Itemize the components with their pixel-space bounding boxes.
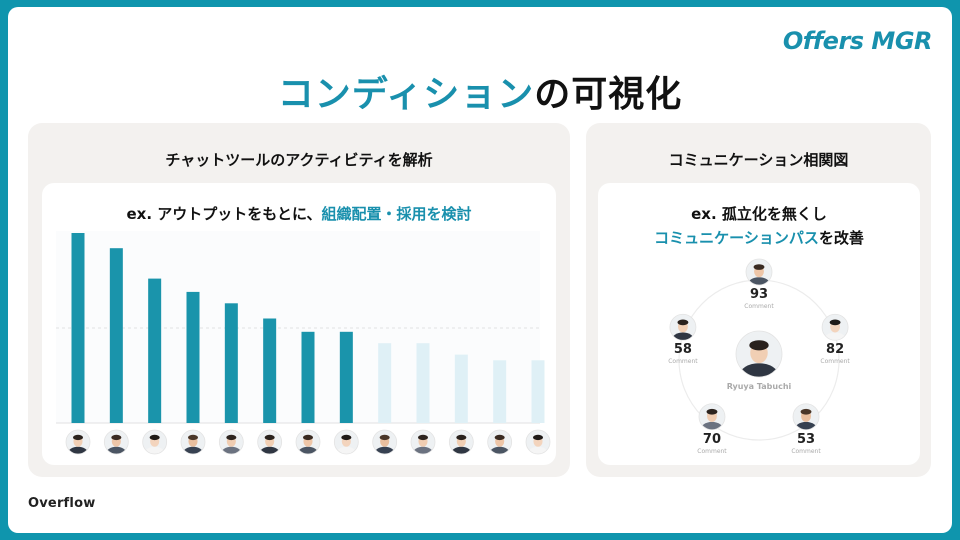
node-label: Comment [744, 303, 774, 310]
node-avatar-1 [745, 258, 773, 286]
chart-bar [71, 233, 85, 423]
footer-logo: Overflow [28, 496, 96, 511]
chart-bar [339, 331, 353, 423]
node-avatar-4 [698, 403, 726, 431]
chart-bar [493, 360, 507, 423]
activity-card: ex. アウトプットをもとに、組織配置・採用を検討 [42, 183, 556, 465]
node-value: 70 [702, 431, 722, 447]
node-label: Comment [697, 447, 727, 455]
node-value: 82 [826, 342, 845, 358]
correlation-ring [669, 258, 849, 441]
member-avatar-3 [142, 429, 168, 455]
node-value: 93 [749, 287, 769, 302]
activity-panel-title: チャットツールのアクティビティを解析 [165, 151, 433, 169]
member-avatar-4 [180, 429, 206, 455]
slide: Offers MGR コンディションの可視化 チャットツールのアクティビティを解… [8, 7, 952, 533]
node-avatar-3 [792, 403, 820, 431]
node-label: Comment [820, 358, 850, 366]
center-name: Ryuya Tabuchi [726, 382, 792, 391]
chart-bar [378, 343, 392, 423]
brand-logo: Offers MGR [782, 27, 933, 55]
member-avatar-1 [65, 429, 91, 455]
chart-bar [109, 248, 123, 423]
activity-caption-prefix: ex. アウトプットをもとに、 [126, 205, 322, 223]
member-avatar-8 [333, 429, 359, 455]
activity-caption-accent: 組織配置・採用を検討 [321, 205, 472, 223]
page-title-accent: コンディション [277, 74, 535, 115]
chart-bar [301, 331, 315, 423]
correlation-panel: コミュニケーション相関図 ex. 孤立化を無くし コミュニケーションパスを改善 … [586, 123, 931, 477]
member-avatar-13 [525, 429, 551, 455]
correlation-caption-accent: コミュニケーションパス [654, 229, 819, 247]
member-avatar-12 [487, 429, 513, 455]
chart-bar [531, 360, 545, 423]
member-avatar-7 [295, 429, 321, 455]
correlation-card: ex. 孤立化を無くし コミュニケーションパスを改善 Ryuya Tabuchi… [598, 183, 920, 465]
page-title: コンディションの可視化 [8, 65, 952, 117]
node-label: Comment [668, 358, 698, 366]
member-avatar-10 [410, 429, 436, 455]
page-title-rest: の可視化 [534, 74, 683, 115]
correlation-caption-rest: を改善 [818, 229, 864, 247]
correlation-panel-title: コミュニケーション相関図 [668, 151, 849, 169]
chart-bar [416, 343, 430, 423]
chart-bar [263, 318, 277, 423]
member-avatar-6 [257, 429, 283, 455]
node-value: 58 [673, 342, 692, 358]
node-value: 53 [796, 431, 816, 447]
node-avatar-2 [821, 313, 849, 341]
chart-bar [148, 278, 162, 423]
center-avatar [735, 330, 783, 378]
member-avatar-2 [103, 429, 129, 455]
chart-bar [454, 354, 468, 423]
chart-bar [186, 291, 200, 423]
activity-panel: チャットツールのアクティビティを解析 ex. アウトプットをもとに、組織配置・採… [28, 123, 570, 477]
member-avatar-5 [218, 429, 244, 455]
correlation-caption-line1: ex. 孤立化を無くし [691, 205, 827, 223]
activity-caption: ex. アウトプットをもとに、組織配置・採用を検討 [42, 203, 556, 224]
member-avatar-11 [448, 429, 474, 455]
chart-bar [224, 303, 238, 423]
member-avatar-9 [372, 429, 398, 455]
activity-bar-chart [56, 231, 551, 455]
node-avatar-5 [669, 313, 697, 341]
correlation-caption-line2: コミュニケーションパスを改善 [598, 227, 920, 248]
node-label: Comment [791, 447, 821, 455]
